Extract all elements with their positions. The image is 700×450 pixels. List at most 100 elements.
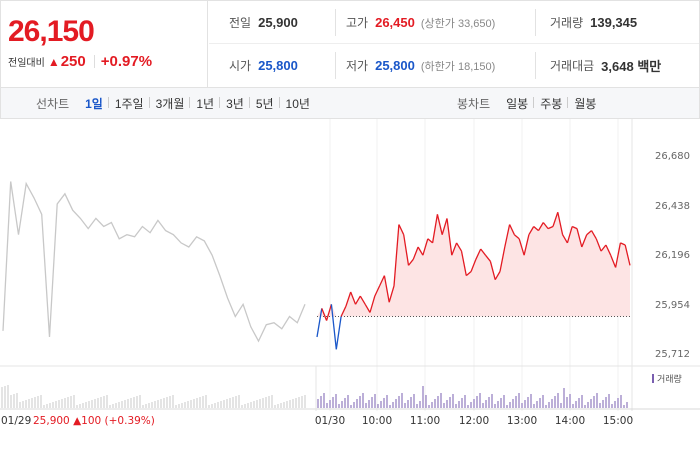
current-price: 26,150 [8, 15, 95, 48]
stat-extra-value: 33,650) [457, 17, 496, 30]
today-line-segment [398, 224, 405, 235]
today-line-segment [325, 304, 333, 321]
volume-legend: 거래량 [652, 372, 682, 385]
stat-prev-close: 전일 25,900 [229, 1, 298, 44]
today-line-segment [475, 248, 482, 260]
stat-value: 25,800 [258, 58, 298, 73]
volume-legend-swatch [652, 374, 654, 383]
today-line-segment [403, 234, 410, 266]
today-line-segment [499, 246, 506, 272]
today-line-segment [571, 225, 578, 230]
today-line-segment [345, 291, 352, 307]
today-line-segment [600, 244, 607, 252]
price-chart[interactable]: 26,680 26,438 26,196 25,954 25,712 거래량 0… [0, 119, 700, 450]
divider [93, 55, 95, 68]
price-change: 전일대비 ▲ 250 +0.97% [8, 53, 152, 70]
stat-extra-label: (상한가 [420, 17, 455, 30]
today-line-segment [513, 234, 520, 240]
current-price-panel: 26,150 전일대비 ▲ 250 +0.97% [1, 1, 208, 87]
today-line-segment [422, 238, 429, 256]
today-line-segment [528, 226, 535, 236]
today-line-segment [576, 228, 583, 248]
today-line-segment [586, 230, 592, 236]
period-tab-5y[interactable]: 5년 [248, 95, 280, 112]
stat-value: 25,900 [258, 15, 298, 30]
divider [335, 52, 336, 79]
today-line-segment [393, 224, 400, 286]
today-line-segment [379, 275, 385, 287]
today-line-segment [523, 234, 530, 256]
today-line-segment [542, 222, 549, 230]
stat-label: 저가 [346, 59, 369, 73]
candle-tab-weekly[interactable]: 주봉 [533, 95, 568, 112]
today-line-segment [537, 222, 544, 231]
chart-toolbar: 선차트 1일 1주일 3개월 1년 3년 5년 10년 봉차트 일봉 주봉 월봉 [0, 88, 700, 119]
today-line-segment [330, 304, 337, 350]
today-line-segment [460, 250, 467, 276]
today-line-segment [557, 212, 564, 235]
today-line-segment [350, 291, 357, 305]
today-line-segment [417, 246, 424, 256]
change-label: 전일대비 [8, 58, 45, 69]
today-line-segment [480, 248, 487, 256]
x-tick-label: 01/29 [1, 415, 32, 427]
stat-turnover: 거래대금 3,648 백만 [550, 44, 661, 87]
y-tick-label: 25,712 [655, 349, 690, 360]
price-chart-canvas [0, 119, 700, 411]
stats-row-1: 전일 25,900 고가 26,450 (상한가 33,650) 거래량 139… [209, 1, 699, 44]
today-line-segment [562, 234, 568, 244]
today-line-segment [321, 308, 328, 321]
today-line-segment [446, 218, 453, 256]
today-line-segment [412, 246, 419, 260]
today-line-segment [374, 285, 381, 297]
today-line-segment [566, 226, 573, 244]
today-area-fill [317, 212, 630, 317]
stat-value: 25,800 [375, 58, 415, 73]
y-tick-label: 26,438 [655, 201, 690, 212]
quote-header: 26,150 전일대비 ▲ 250 +0.97% 전일 25,900 고가 26… [0, 0, 700, 88]
x-tick-label: 13:00 [506, 415, 538, 427]
today-line-segment [431, 214, 439, 244]
candle-tab-daily[interactable]: 일봉 [506, 96, 529, 111]
up-triangle-icon: ▲ [47, 54, 60, 69]
quote-stats: 전일 25,900 고가 26,450 (상한가 33,650) 거래량 139… [209, 1, 699, 87]
today-line-segment [605, 244, 612, 256]
today-line-segment [340, 306, 347, 317]
y-tick-label: 26,680 [655, 151, 690, 162]
today-line-segment [354, 295, 361, 305]
stat-label: 전일 [229, 16, 252, 30]
today-line-segment [470, 259, 477, 272]
prev-day-summary: 25,900 ▲100 (+0.39%) [33, 415, 155, 427]
period-tab-3y[interactable]: 3년 [219, 95, 250, 112]
today-line-segment [581, 234, 588, 248]
today-line-segment [388, 285, 395, 303]
today-line-segment [494, 271, 501, 281]
today-line-segment [624, 244, 631, 266]
candle-chart-periods: 봉차트 일봉 주봉 월봉 [457, 88, 602, 118]
prev-session-line [2, 181, 306, 343]
today-line-segment [451, 242, 458, 256]
today-line-segment [316, 308, 323, 338]
x-tick-label: 15:00 [602, 415, 634, 427]
period-tab-1w[interactable]: 1주일 [107, 95, 150, 112]
today-line-segment [359, 295, 366, 305]
stat-open: 시가 25,800 [229, 44, 298, 87]
divider [535, 52, 536, 79]
volume-legend-label: 거래량 [657, 374, 682, 384]
stat-label: 거래대금 [550, 59, 595, 73]
period-tab-1y[interactable]: 1년 [189, 95, 220, 112]
today-line-segment [436, 214, 443, 235]
candle-tab-monthly[interactable]: 월봉 [567, 95, 602, 112]
change-percent: +0.97% [100, 53, 153, 70]
y-tick-label: 25,954 [655, 300, 690, 311]
today-line-segment [441, 218, 448, 235]
line-chart-label: 선차트 [36, 96, 70, 111]
period-tab-1d[interactable]: 1일 [85, 96, 103, 111]
today-line-segment [518, 238, 525, 256]
line-chart-periods: 선차트 1일 1주일 3개월 1년 3년 5년 10년 [36, 88, 316, 118]
today-line-segment [369, 295, 376, 313]
period-tab-10y[interactable]: 10년 [278, 95, 316, 112]
today-line-segment [427, 238, 434, 244]
stat-volume: 거래량 139,345 [550, 1, 637, 44]
period-tab-3m[interactable]: 3개월 [148, 95, 191, 112]
